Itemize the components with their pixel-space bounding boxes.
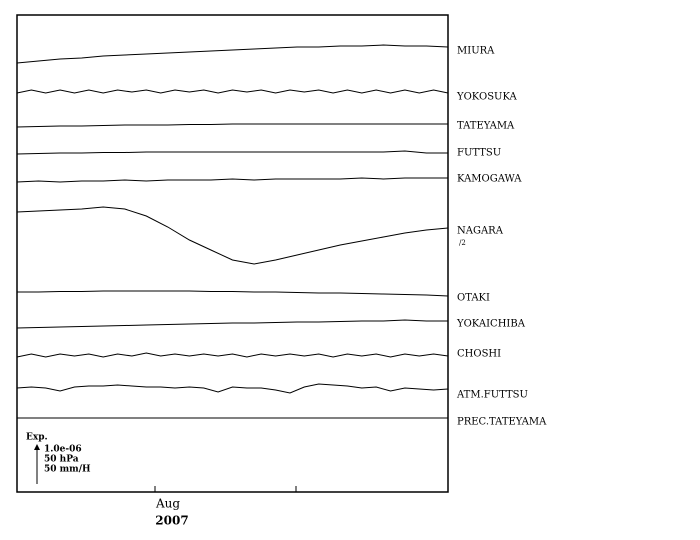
trace: [16, 383, 449, 394]
trace: [16, 44, 449, 64]
trace: [16, 319, 448, 329]
trace: [16, 352, 449, 358]
trace-label: FUTTSU: [457, 148, 501, 159]
trace-label: TATEYAMA: [457, 121, 515, 132]
trace-label: MIURA: [457, 46, 495, 57]
scale-title: Exp.: [26, 433, 48, 443]
trace-label: NAGARA: [457, 226, 504, 237]
trace: [16, 177, 448, 183]
trace-label: PREC.TATEYAMA: [457, 417, 547, 428]
trace: [16, 123, 448, 128]
trace-label: ATM.FUTTSU: [456, 390, 528, 401]
scale-label: 50 mm/H: [44, 465, 91, 475]
plot-frame: [16, 14, 449, 493]
scale-label: 1.0e-06: [44, 445, 82, 455]
x-axis-label: 2007: [155, 514, 188, 528]
trace-label: CHOSHI: [457, 349, 501, 360]
trace-label: YOKAICHIBA: [456, 319, 526, 330]
scale-arrow-head: [34, 444, 40, 450]
x-tick-label: Aug: [155, 497, 180, 511]
trace: [17, 290, 449, 297]
trace: [16, 89, 449, 94]
trace-label: OTAKI: [457, 293, 490, 304]
trace-label: KAMOGAWA: [457, 174, 522, 185]
trace: [16, 206, 449, 265]
scale-label: 50 hPa: [44, 455, 79, 465]
trace-label: YOKOSUKA: [456, 92, 518, 103]
trace: [16, 150, 448, 155]
trace-note: /2: [459, 239, 466, 247]
